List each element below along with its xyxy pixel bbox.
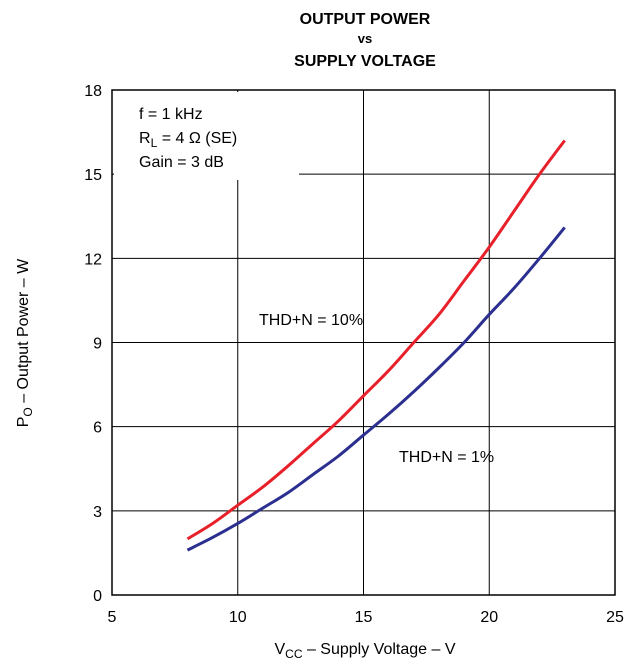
conditions-text: f = 1 kHz RL = 4 Ω (SE) Gain = 3 dB <box>139 106 237 171</box>
y-tick-label-2: 6 <box>93 420 102 437</box>
series-line-0 <box>186 139 566 541</box>
y-tick-label-5: 15 <box>84 167 102 184</box>
series-layer <box>186 139 566 552</box>
x-tick-label-0: 5 <box>108 609 117 626</box>
x-tick-label-1: 10 <box>229 609 247 626</box>
y-axis-ticks: 0 3 6 9 12 15 18 <box>84 83 102 605</box>
y-tick-label-1: 3 <box>93 504 102 521</box>
plot-frame <box>111 89 616 596</box>
chart-title-line-1: OUTPUT POWER <box>300 11 431 28</box>
x-axis-ticks: 5 10 15 20 25 <box>108 609 624 626</box>
x-tick-label-4: 25 <box>606 609 624 626</box>
annotation-thd-1: THD+N = 1% <box>399 449 494 466</box>
chart-title-line-3: SUPPLY VOLTAGE <box>294 53 436 70</box>
condition-line-0: f = 1 kHz <box>139 106 203 123</box>
x-axis-label: VCC – Supply Voltage – V <box>274 641 455 661</box>
condition-line-1: RL = 4 Ω (SE) <box>139 130 237 150</box>
y-tick-label-0: 0 <box>93 588 102 605</box>
x-tick-label-2: 15 <box>355 609 373 626</box>
y-tick-label-3: 9 <box>93 336 102 353</box>
chart-title-line-2: vs <box>358 31 372 46</box>
x-tick-label-3: 20 <box>480 609 498 626</box>
y-tick-label-6: 18 <box>84 83 102 100</box>
series-line-1 <box>186 226 566 552</box>
conditions-box <box>114 92 299 180</box>
conditions-background <box>114 92 299 180</box>
y-axis-label: PO – Output Power – W <box>15 258 35 427</box>
condition-line-2: Gain = 3 dB <box>139 154 224 171</box>
y-tick-label-4: 12 <box>84 251 102 268</box>
annotation-thd-10: THD+N = 10% <box>259 312 363 329</box>
grid-lines <box>112 90 615 595</box>
